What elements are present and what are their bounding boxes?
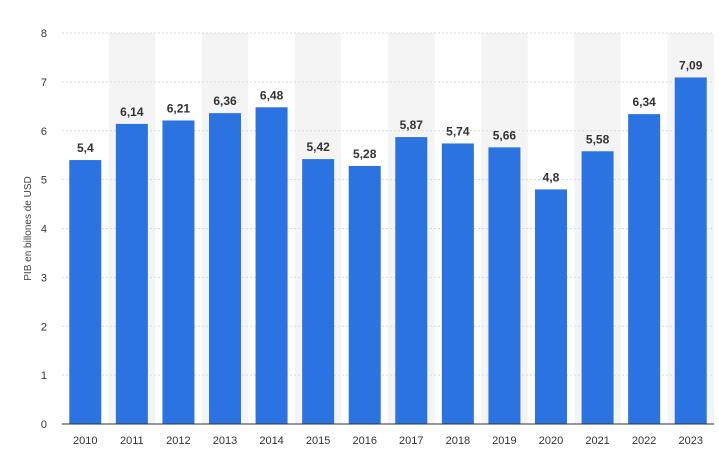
y-tick-label: 2 — [41, 321, 47, 333]
data-label: 5,28 — [353, 147, 377, 161]
x-tick-label: 2016 — [352, 435, 376, 447]
bar — [395, 137, 428, 424]
data-label: 4,8 — [543, 170, 560, 184]
y-axis-ticks: 0 1 2 3 4 5 6 7 8 — [41, 28, 47, 431]
bar — [115, 123, 148, 424]
data-label: 5,58 — [586, 132, 610, 146]
data-label: 6,21 — [167, 101, 191, 115]
bar — [535, 189, 567, 424]
y-axis-label: PIB en billones de USD — [23, 176, 34, 281]
y-tick-label: 3 — [41, 272, 47, 284]
x-axis-ticks: 2010 2011 2012 2013 2014 2015 2016 2017 2018 2019… — [73, 435, 703, 447]
data-label: 5,42 — [306, 140, 330, 154]
x-tick-label: 2012 — [166, 435, 190, 447]
y-tick-label: 5 — [41, 175, 47, 187]
bar — [441, 143, 474, 424]
data-label: 5,87 — [400, 118, 424, 132]
x-tick-label: 2017 — [399, 435, 423, 447]
data-label: 6,14 — [120, 105, 144, 119]
x-tick-label: 2010 — [73, 435, 97, 447]
data-labels: 5,4 6,14 6,21 6,36 6,48 5,42 5,28 5,87 5,74 5,66 4… — [77, 58, 703, 184]
x-tick-label: 2018 — [446, 435, 470, 447]
bar — [628, 114, 661, 424]
x-tick-label: 2011 — [120, 435, 144, 447]
bar — [488, 147, 521, 424]
y-tick-label: 1 — [41, 370, 47, 382]
data-label: 6,34 — [632, 95, 656, 109]
data-label: 6,48 — [260, 88, 284, 102]
data-label: 6,36 — [213, 94, 237, 108]
x-tick-label: 2019 — [492, 435, 516, 447]
y-tick-label: 4 — [41, 224, 47, 236]
bar — [581, 151, 614, 424]
y-tick-label: 6 — [41, 126, 47, 138]
bar — [674, 77, 707, 424]
y-tick-label: 0 — [41, 419, 47, 431]
x-tick-label: 2013 — [213, 435, 237, 447]
y-tick-label: 7 — [41, 77, 47, 89]
data-label: 5,66 — [493, 128, 517, 142]
bar — [302, 159, 335, 424]
x-tick-label: 2014 — [259, 435, 283, 447]
x-tick-label: 2023 — [678, 435, 702, 447]
bar — [69, 160, 102, 424]
x-tick-label: 2022 — [632, 435, 656, 447]
data-label: 5,74 — [446, 124, 470, 138]
bar — [209, 113, 241, 424]
bar — [348, 165, 381, 424]
x-tick-label: 2015 — [306, 435, 330, 447]
bars — [69, 77, 707, 424]
x-tick-label: 2020 — [539, 435, 563, 447]
bar — [162, 120, 195, 424]
x-tick-label: 2021 — [585, 435, 609, 447]
data-label: 7,09 — [679, 58, 703, 72]
bar — [255, 107, 288, 424]
data-label: 5,4 — [77, 141, 94, 155]
y-tick-label: 8 — [41, 28, 47, 40]
